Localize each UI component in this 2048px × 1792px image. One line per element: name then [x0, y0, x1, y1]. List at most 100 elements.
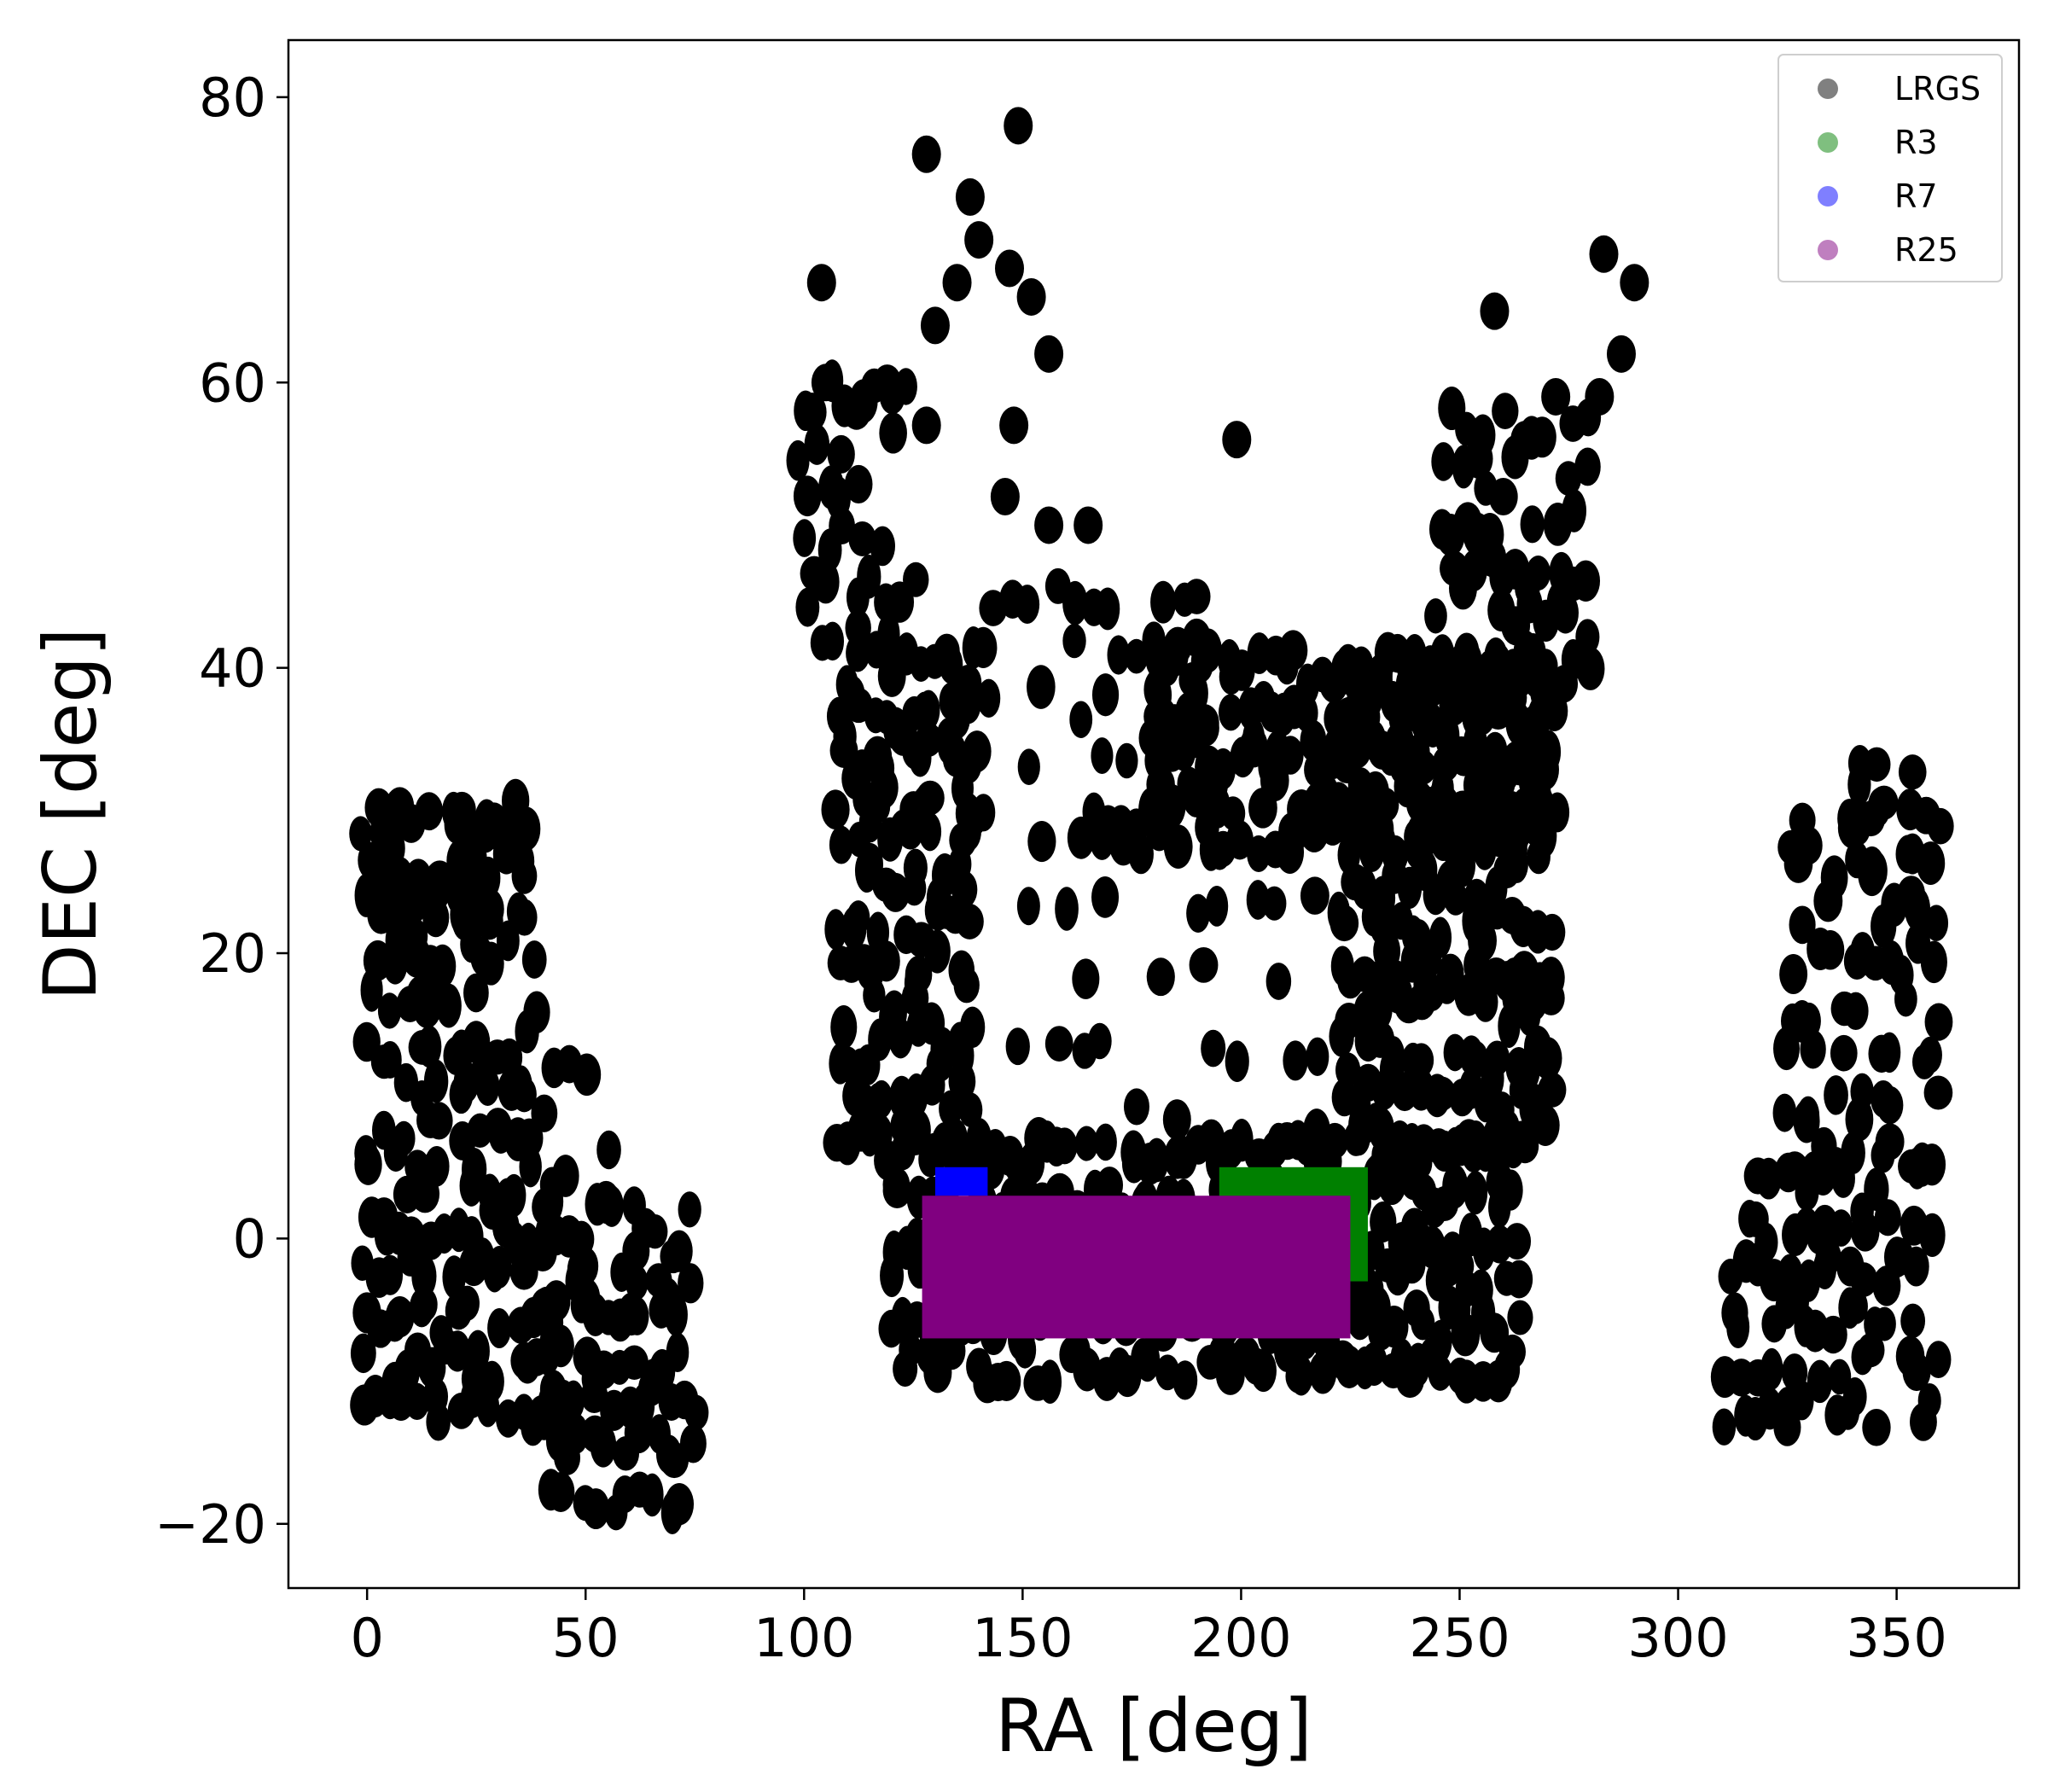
y-tick-label: 40 — [199, 637, 266, 700]
lrgs-footprint — [513, 806, 541, 851]
lrgs-footprint — [1539, 913, 1566, 951]
lrgs-footprint — [877, 613, 900, 657]
lrgs-footprint — [1575, 619, 1600, 655]
lrgs-footprint — [866, 911, 890, 953]
y-axis-label: DEC [deg] — [28, 627, 113, 1000]
y-tick-label: 20 — [199, 922, 266, 985]
lrgs-footprint — [1925, 1341, 1952, 1378]
plot-area — [287, 38, 2021, 1590]
lrgs-footprint — [1189, 946, 1219, 983]
lrgs-footprint — [1267, 1122, 1290, 1161]
lrgs-footprint — [1527, 695, 1552, 738]
lrgs-footprint — [841, 392, 871, 430]
lrgs-footprint — [1124, 638, 1149, 674]
lrgs-footprint — [1218, 694, 1243, 731]
lrgs-footprint — [1526, 556, 1551, 591]
lrgs-footprint — [916, 780, 945, 816]
lrgs-footprint — [582, 1488, 610, 1530]
legend-frame — [1777, 54, 2003, 282]
lrgs-footprint — [1789, 905, 1816, 945]
lrgs-footprint — [1896, 788, 1924, 831]
lrgs-footprint — [1051, 1127, 1078, 1165]
lrgs-footprint — [1095, 587, 1120, 631]
lrgs-footprint — [977, 678, 1001, 718]
lrgs-footprint — [511, 899, 538, 936]
lrgs-footprint — [1182, 618, 1211, 658]
lrgs-footprint — [915, 722, 943, 757]
lrgs-footprint — [804, 424, 830, 465]
lrgs-footprint — [824, 909, 847, 951]
lrgs-footprint — [1927, 807, 1954, 845]
lrgs-footprint — [812, 560, 840, 604]
lrgs-footprint — [1382, 835, 1409, 875]
lrgs-footprint — [1850, 1262, 1878, 1297]
lrgs-footprint — [1329, 1015, 1354, 1057]
lrgs-footprint — [1863, 747, 1891, 783]
lrgs-footprint — [958, 1092, 983, 1128]
lrgs-footprint — [953, 665, 980, 709]
lrgs-footprint — [1574, 447, 1601, 486]
lrgs-footprint — [1005, 1027, 1030, 1066]
lrgs-footprint — [428, 944, 457, 988]
lrgs-footprint — [411, 1254, 437, 1299]
legend-label-lrgs: LRGS — [1894, 70, 1981, 108]
lrgs-footprint — [1537, 957, 1565, 999]
lrgs-footprint — [1262, 886, 1287, 921]
lrgs-footprint — [1172, 1360, 1198, 1400]
lrgs-footprint — [1405, 919, 1432, 964]
lrgs-footprint — [1920, 940, 1947, 984]
lrgs-footprint — [1004, 107, 1033, 145]
lrgs-footprint — [955, 1137, 980, 1174]
lrgs-footprint — [906, 922, 936, 958]
lrgs-footprint — [1842, 1377, 1867, 1417]
lrgs-footprint — [1055, 887, 1079, 931]
lrgs-footprint — [462, 1021, 491, 1064]
lrgs-footprint — [678, 1263, 704, 1304]
lrgs-footprint — [1283, 1040, 1308, 1081]
lrgs-footprint — [1091, 737, 1114, 774]
lrgs-footprint — [811, 364, 841, 402]
lrgs-footprint — [480, 1360, 504, 1403]
lrgs-footprint — [1917, 1382, 1941, 1419]
lrgs-footprint — [881, 872, 911, 912]
lrgs-footprint — [1265, 963, 1292, 1000]
lrgs-footprint — [1293, 800, 1316, 845]
lrgs-footprint — [1538, 1072, 1567, 1108]
lrgs-footprint — [1576, 647, 1605, 690]
lrgs-footprint — [1144, 1137, 1169, 1183]
lrgs-footprint — [515, 1118, 544, 1159]
lrgs-footprint — [435, 983, 462, 1028]
lrgs-footprint — [1466, 733, 1489, 775]
series-lrgs — [349, 107, 1954, 1534]
lrgs-footprint — [1069, 701, 1093, 738]
lrgs-footprint — [378, 1041, 402, 1079]
lrgs-footprint — [959, 1006, 986, 1049]
legend-marker-lrgs — [1818, 79, 1838, 99]
lrgs-footprint — [793, 519, 817, 557]
lrgs-footprint — [942, 264, 972, 302]
lrgs-footprint — [502, 1173, 527, 1218]
lrgs-footprint — [1451, 1313, 1481, 1357]
lrgs-footprint — [1183, 579, 1211, 614]
lrgs-footprint — [642, 1213, 668, 1249]
lrgs-footprint — [1096, 1167, 1124, 1204]
lrgs-footprint — [951, 870, 978, 909]
lrgs-footprint — [570, 1288, 593, 1324]
lrgs-footprint — [1362, 962, 1388, 1000]
lrgs-footprint — [1446, 837, 1475, 875]
lrgs-footprint — [844, 464, 873, 504]
lrgs-footprint — [592, 1180, 620, 1219]
lrgs-footprint — [1072, 958, 1100, 999]
lrgs-footprint — [523, 991, 550, 1033]
lrgs-footprint — [990, 478, 1020, 516]
lrgs-footprint — [1552, 591, 1579, 634]
lrgs-footprint — [539, 1322, 563, 1365]
lrgs-footprint — [1760, 1347, 1783, 1390]
lrgs-footprint — [1503, 1223, 1532, 1260]
lrgs-footprint — [1346, 732, 1371, 769]
lrgs-footprint — [857, 554, 881, 599]
x-tick-label: 150 — [972, 1607, 1073, 1669]
lrgs-footprint — [1526, 783, 1554, 821]
lrgs-footprint — [1842, 992, 1869, 1031]
